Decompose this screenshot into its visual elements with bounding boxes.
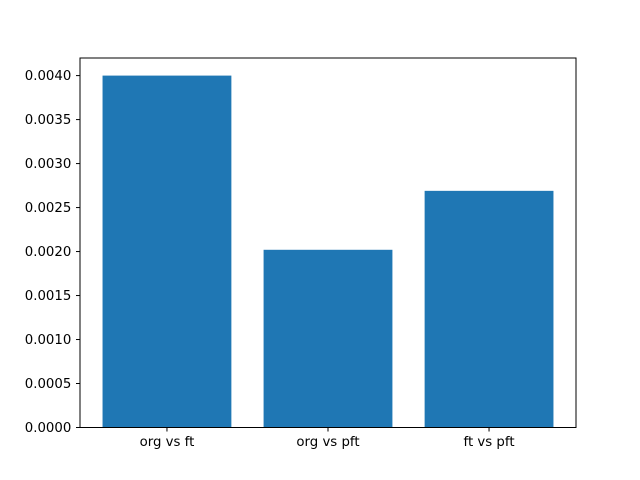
bar-org-vs-pft <box>263 249 393 428</box>
y-tick-label: 0.0030 <box>25 157 72 172</box>
y-tick-label: 0.0005 <box>25 377 72 392</box>
y-tick-label: 0.0035 <box>25 113 72 128</box>
y-tick-label: 0.0025 <box>25 201 72 216</box>
bar-org-vs-ft <box>102 75 232 428</box>
x-tick-label: org vs ft <box>140 435 195 450</box>
y-tick-label: 0.0040 <box>25 69 72 84</box>
y-tick-label: 0.0015 <box>25 289 72 304</box>
bar-ft-vs-pft <box>424 190 554 428</box>
x-tick-label: ft vs pft <box>464 435 515 450</box>
y-tick-label: 0.0010 <box>25 333 72 348</box>
x-tick-label: org vs pft <box>296 435 359 450</box>
y-tick-label: 0.0000 <box>25 421 72 436</box>
y-tick-label: 0.0020 <box>25 245 72 260</box>
